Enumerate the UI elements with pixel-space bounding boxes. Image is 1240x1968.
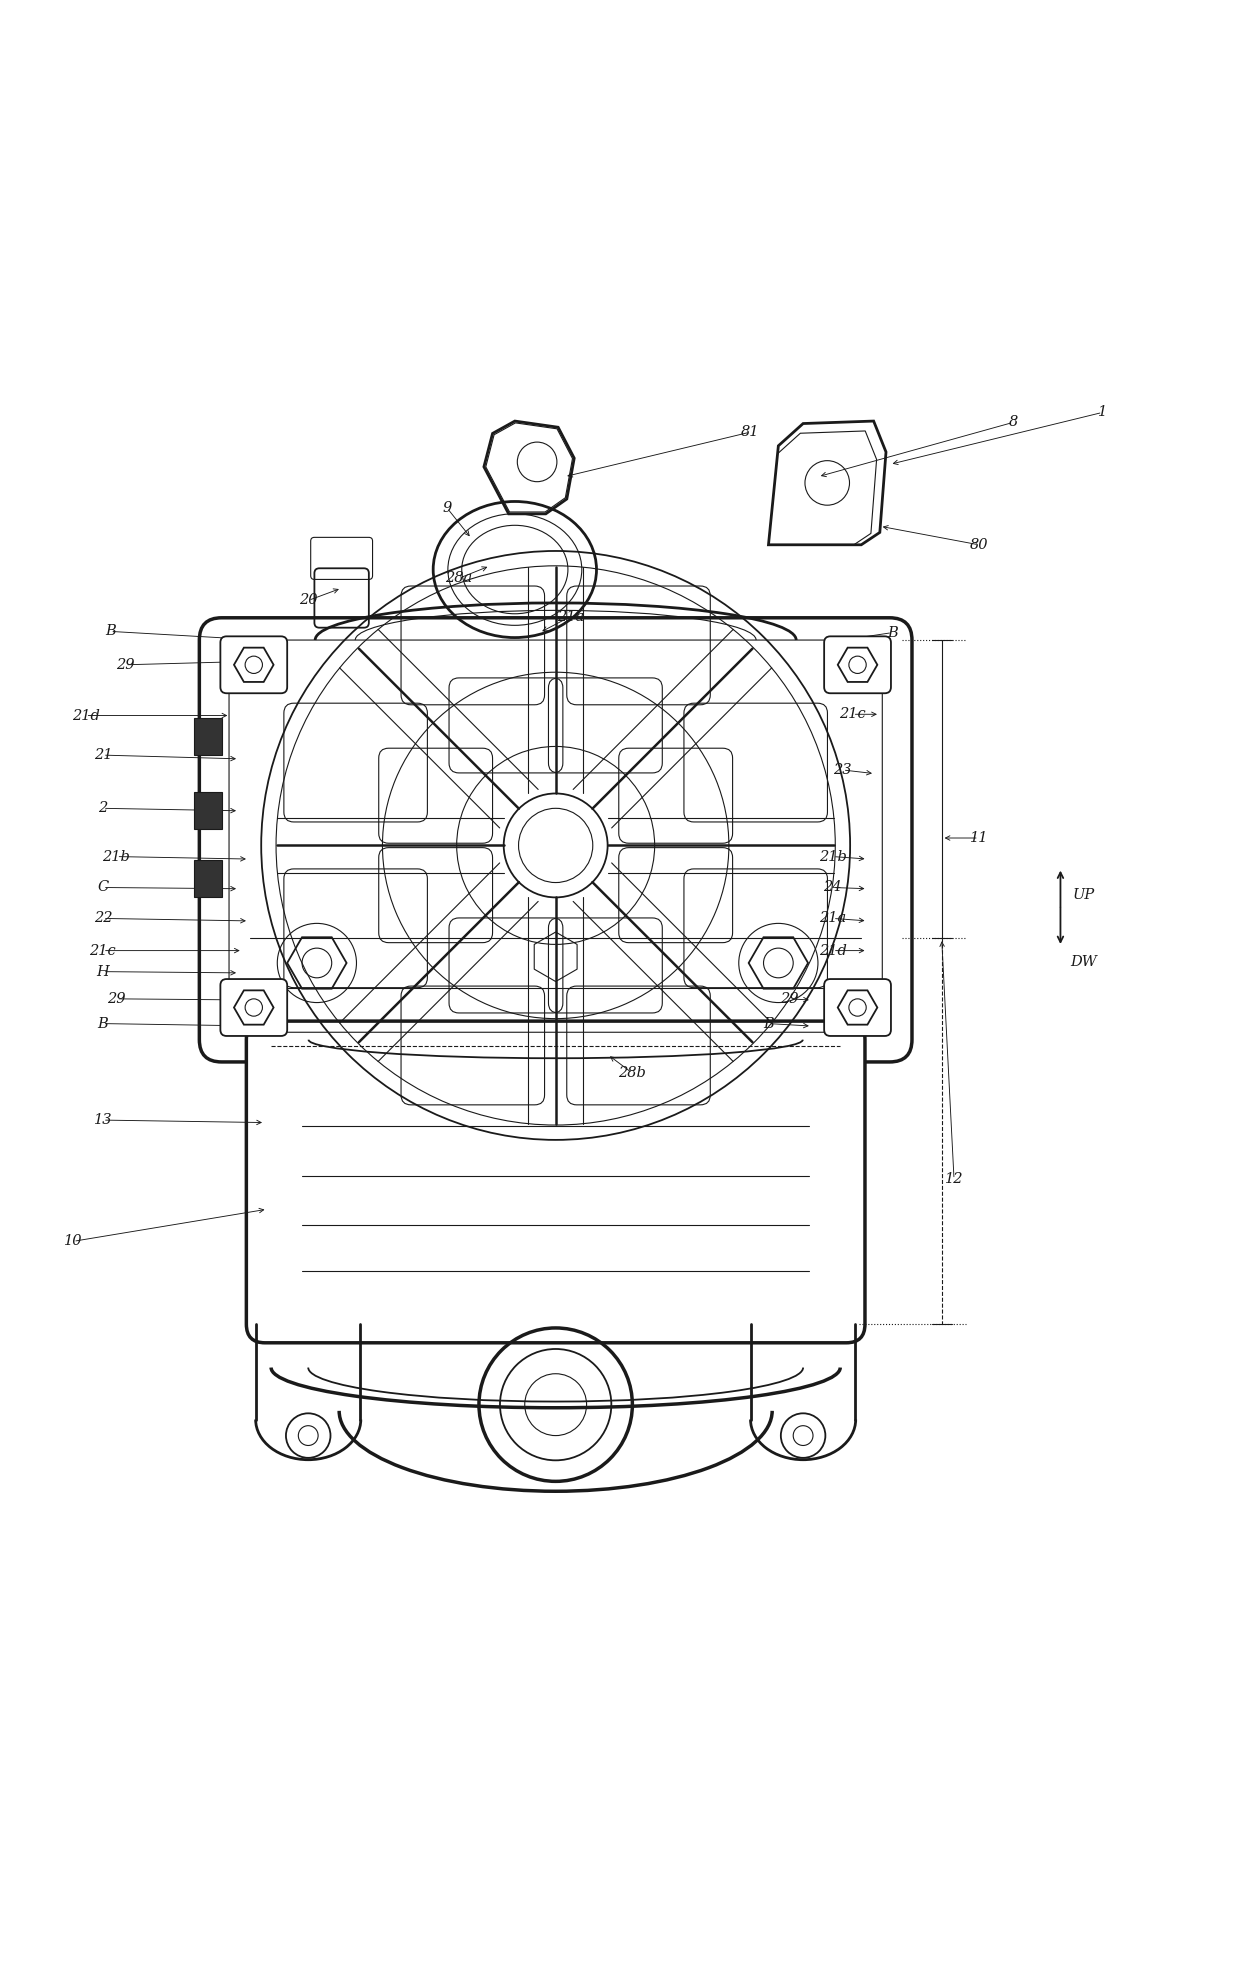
Text: 29: 29 — [780, 992, 799, 1006]
Bar — [195, 860, 222, 897]
Text: 21d: 21d — [818, 943, 847, 958]
Text: B: B — [105, 624, 115, 638]
Text: 29: 29 — [115, 657, 134, 671]
Text: 21c: 21c — [839, 707, 866, 722]
Text: 24: 24 — [823, 880, 842, 895]
Text: 80: 80 — [970, 537, 988, 551]
FancyBboxPatch shape — [825, 636, 892, 693]
FancyBboxPatch shape — [247, 1021, 866, 1342]
Text: C: C — [97, 880, 108, 895]
Text: B: B — [763, 1017, 774, 1031]
Text: 21: 21 — [93, 748, 112, 762]
Text: 28a: 28a — [445, 571, 472, 584]
Text: 11: 11 — [970, 830, 988, 844]
Text: 10: 10 — [64, 1234, 82, 1248]
Text: H: H — [97, 964, 109, 978]
Text: 21d: 21d — [72, 708, 99, 722]
Text: DW: DW — [1070, 954, 1097, 968]
Bar — [195, 793, 222, 829]
FancyBboxPatch shape — [825, 978, 892, 1035]
Text: 13: 13 — [93, 1114, 112, 1128]
Text: 1: 1 — [1097, 405, 1107, 419]
Text: 29: 29 — [833, 657, 852, 671]
Text: 9: 9 — [443, 500, 451, 516]
Text: 12: 12 — [945, 1173, 963, 1187]
Text: 22: 22 — [93, 911, 112, 925]
Text: 23: 23 — [833, 764, 852, 777]
Text: 2: 2 — [98, 801, 108, 815]
FancyBboxPatch shape — [221, 978, 288, 1035]
Text: 28b: 28b — [619, 1067, 646, 1080]
Text: 29: 29 — [107, 992, 125, 1006]
Text: B: B — [887, 626, 898, 640]
Bar — [195, 718, 222, 756]
FancyBboxPatch shape — [221, 636, 288, 693]
Text: 21a: 21a — [820, 911, 847, 925]
Text: B: B — [98, 1017, 108, 1031]
Text: 8: 8 — [1009, 415, 1018, 429]
Text: 21b: 21b — [103, 850, 130, 864]
Text: 81: 81 — [740, 425, 759, 439]
Text: UP: UP — [1073, 888, 1095, 901]
Text: 21a: 21a — [557, 610, 584, 624]
FancyBboxPatch shape — [200, 618, 911, 1063]
Text: 21c: 21c — [89, 943, 117, 958]
Text: 21b: 21b — [818, 850, 847, 864]
Text: 20: 20 — [299, 594, 317, 608]
